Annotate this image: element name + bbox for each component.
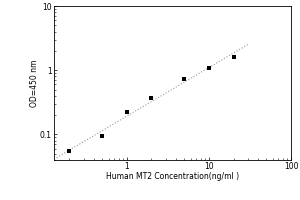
Point — [231, 56, 236, 59]
Point — [206, 66, 211, 69]
Point — [149, 96, 154, 100]
Point — [100, 134, 104, 137]
Point — [182, 78, 187, 81]
Point — [67, 150, 72, 153]
Y-axis label: OD=450 nm: OD=450 nm — [29, 59, 38, 107]
X-axis label: Human MT2 Concentration(ng/ml ): Human MT2 Concentration(ng/ml ) — [106, 172, 239, 181]
Point — [124, 111, 129, 114]
